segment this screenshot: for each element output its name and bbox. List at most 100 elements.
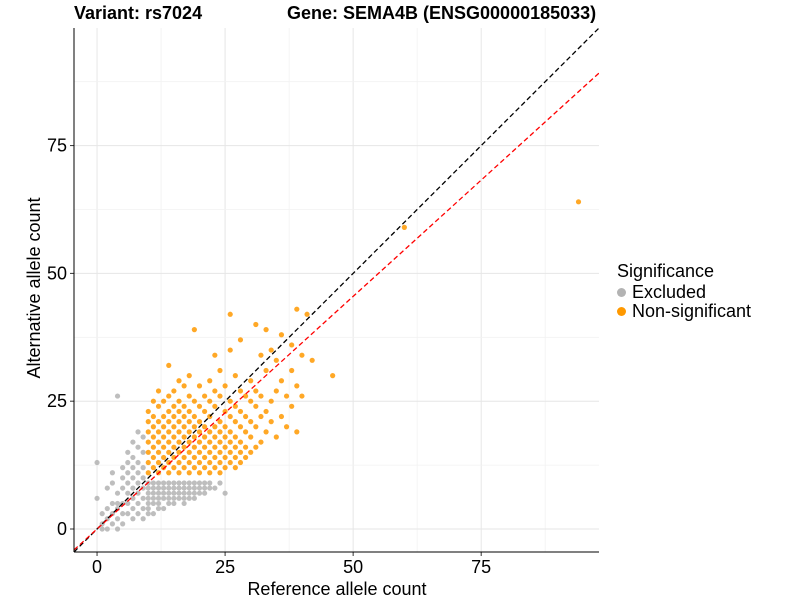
point-excluded (140, 516, 146, 522)
point-non-significant (207, 429, 213, 435)
point-non-significant (166, 459, 172, 466)
point-non-significant (155, 388, 162, 394)
point-non-significant (217, 419, 223, 425)
point-excluded (145, 495, 151, 501)
point-non-significant (278, 413, 285, 420)
point-excluded (99, 511, 105, 517)
point-excluded (99, 526, 105, 532)
legend: Significance Excluded Non-significant (617, 261, 751, 321)
point-excluded (114, 500, 121, 507)
point-non-significant (212, 465, 218, 471)
point-non-significant (222, 454, 228, 461)
point-excluded (181, 485, 187, 491)
point-non-significant (217, 470, 223, 476)
point-excluded (166, 480, 172, 486)
x-tick-label: 0 (92, 557, 102, 577)
point-non-significant (212, 444, 218, 450)
point-non-significant (150, 424, 156, 430)
point-excluded (186, 480, 192, 486)
point-excluded (171, 500, 177, 507)
point-non-significant (253, 444, 259, 450)
reference-line-identity (74, 28, 599, 552)
point-non-significant (237, 449, 244, 455)
point-excluded (155, 495, 162, 501)
point-excluded (207, 485, 213, 491)
point-non-significant (161, 413, 167, 420)
point-non-significant (263, 367, 269, 374)
point-excluded (140, 465, 146, 471)
point-excluded (140, 434, 146, 440)
point-non-significant (232, 444, 238, 450)
point-non-significant (299, 352, 305, 358)
point-non-significant (191, 444, 197, 450)
point-excluded (120, 475, 126, 481)
point-non-significant (176, 449, 182, 455)
point-non-significant (181, 383, 187, 389)
point-excluded (135, 470, 141, 476)
point-non-significant (186, 429, 192, 435)
point-non-significant (232, 403, 238, 409)
point-excluded (135, 429, 141, 435)
point-excluded (130, 516, 136, 522)
point-excluded (130, 454, 136, 461)
point-excluded (135, 480, 141, 486)
point-non-significant (217, 367, 223, 374)
point-non-significant (186, 459, 192, 466)
point-non-significant (150, 413, 156, 420)
point-excluded (140, 505, 146, 512)
point-excluded (130, 439, 136, 445)
point-non-significant (150, 398, 156, 404)
point-excluded (109, 470, 116, 476)
point-non-significant (181, 403, 187, 409)
point-non-significant (222, 465, 228, 471)
point-non-significant (232, 434, 238, 440)
point-non-significant (278, 378, 285, 384)
point-excluded (104, 505, 110, 512)
point-excluded (166, 485, 172, 491)
point-non-significant (171, 403, 177, 409)
point-excluded (114, 490, 121, 496)
point-non-significant (273, 388, 279, 394)
point-excluded (150, 500, 156, 507)
point-non-significant (207, 398, 213, 404)
point-non-significant (237, 424, 244, 430)
point-excluded (125, 500, 131, 507)
point-excluded (145, 511, 151, 517)
point-excluded (114, 393, 121, 399)
point-non-significant (202, 454, 208, 461)
point-excluded (161, 495, 167, 501)
point-non-significant (171, 465, 177, 471)
point-excluded (191, 490, 197, 496)
point-non-significant (248, 434, 254, 440)
point-non-significant (232, 419, 238, 425)
point-non-significant (166, 393, 172, 399)
point-excluded (155, 485, 162, 491)
point-non-significant (145, 470, 151, 476)
point-non-significant (181, 465, 187, 471)
point-excluded (125, 470, 131, 476)
point-excluded (130, 465, 136, 471)
point-non-significant (237, 388, 244, 394)
point-non-significant (150, 454, 156, 461)
point-non-significant (181, 444, 187, 450)
point-non-significant (161, 434, 167, 440)
point-non-significant (191, 327, 197, 333)
point-non-significant (248, 419, 254, 425)
point-non-significant (299, 393, 305, 399)
point-non-significant (217, 459, 223, 466)
point-non-significant (155, 419, 162, 425)
point-excluded (161, 485, 167, 491)
point-non-significant (166, 449, 172, 455)
point-non-significant (181, 424, 187, 430)
point-non-significant (145, 459, 151, 466)
point-non-significant (181, 454, 187, 461)
point-excluded (135, 500, 141, 507)
point-non-significant (232, 454, 238, 461)
point-excluded (125, 449, 131, 455)
point-excluded (181, 495, 187, 501)
point-non-significant (273, 434, 279, 440)
point-non-significant (248, 378, 254, 384)
point-non-significant (202, 444, 208, 450)
point-excluded (125, 490, 131, 496)
